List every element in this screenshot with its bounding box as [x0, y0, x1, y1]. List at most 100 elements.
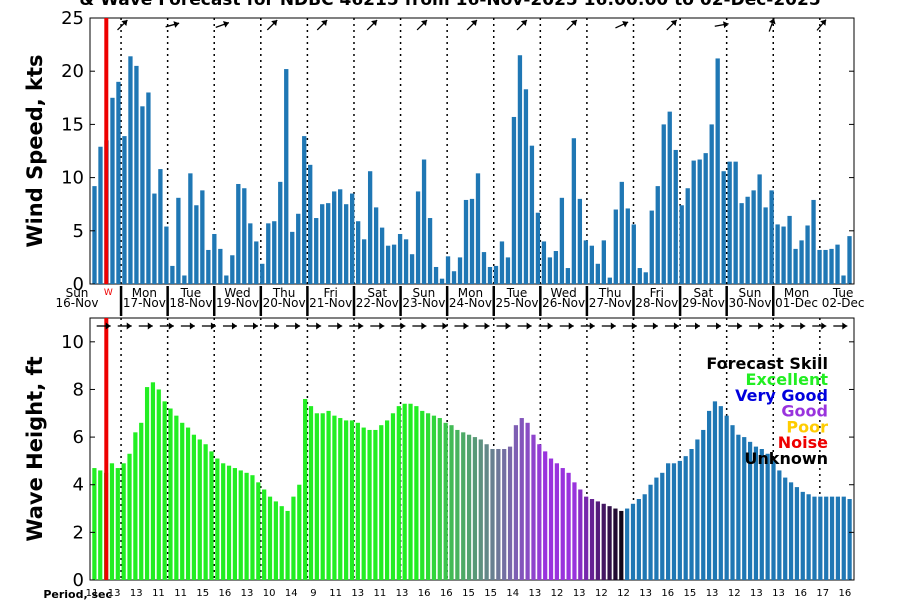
wave-direction-arrow [286, 322, 301, 330]
wave-arrow-head [779, 322, 785, 330]
wind-bar [152, 193, 157, 284]
wind-bar [751, 190, 756, 284]
wind-bar [116, 81, 121, 284]
wave-bar [238, 470, 243, 580]
day-date-label: 30-Nov [728, 296, 771, 310]
wind-ytick-label: 15 [61, 114, 84, 135]
legend-item-poor: Poor [786, 417, 828, 436]
wave-bar [121, 463, 126, 580]
wind-arrow-head [520, 20, 527, 27]
wind-bar [254, 241, 259, 284]
wave-bar [361, 427, 366, 580]
wave-bar [308, 406, 314, 580]
wind-arrow-head [820, 19, 827, 26]
wave-bar [244, 472, 249, 580]
wave-bar [478, 439, 483, 580]
legend-item-unknown: Unknown [744, 449, 828, 468]
wave-arrow-head [821, 322, 827, 330]
wave-direction-arrow [749, 322, 764, 330]
wind-bar [475, 173, 481, 284]
day-dow-label: Mon [784, 286, 809, 300]
period-tick-label: 12 [728, 588, 741, 599]
wave-bar [174, 415, 179, 580]
wind-bar [134, 65, 139, 284]
wave-bar [402, 403, 407, 580]
wave-bar [115, 468, 120, 580]
wave-bar [730, 425, 735, 580]
day-dow-label: Mon [132, 286, 157, 300]
wind-arrow-head [421, 20, 428, 27]
wind-ytick-label: 5 [73, 221, 84, 242]
wave-bar [525, 422, 530, 580]
wave-ytick-label: 0 [73, 570, 84, 591]
wind-arrow-head [622, 20, 629, 28]
wave-bar [449, 425, 454, 580]
wave-bar [619, 510, 624, 580]
wave-direction-arrow [391, 322, 406, 330]
wave-bar [443, 422, 448, 580]
wave-bar [689, 449, 694, 580]
period-tick-label: 11 [329, 588, 342, 599]
wind-bar [499, 241, 505, 284]
day-date-label: 22-Nov [356, 296, 399, 310]
wave-bar [788, 482, 794, 580]
wave-bar [759, 449, 764, 580]
wind-bar [721, 171, 726, 284]
wind-bar [697, 159, 702, 284]
wave-bar [554, 463, 559, 580]
wave-bar [273, 501, 278, 580]
wave-bar [753, 446, 759, 580]
wave-bar [560, 468, 565, 580]
wind-bar [553, 251, 559, 284]
period-tick-label: 17 [816, 588, 829, 599]
wind-direction-arrow [466, 19, 478, 31]
wave-bar [332, 415, 337, 580]
wave-direction-arrow [707, 322, 722, 330]
wind-bar [811, 199, 816, 284]
wave-bar [185, 427, 191, 580]
wind-bar [182, 275, 187, 284]
chart-title: & Wave Forecast for NDBC 46215 from 16-N… [79, 0, 820, 10]
wave-bar [180, 422, 185, 580]
wave-bar [226, 465, 232, 580]
wave-direction-arrow [96, 322, 111, 330]
wind-arrow-head [570, 20, 577, 27]
wind-bar [463, 199, 469, 284]
wave-direction-arrow [180, 322, 195, 330]
legend-item-good: Good [781, 402, 828, 421]
wave-bar [408, 403, 413, 580]
wave-arrow-head [358, 322, 364, 330]
wind-bar [793, 248, 798, 284]
wave-bar [150, 382, 156, 580]
period-tick-label: 9 [310, 588, 316, 599]
wind-bar [787, 215, 792, 284]
wind-bar [433, 266, 439, 284]
wind-bar [613, 209, 618, 284]
wave-bar [168, 408, 173, 580]
period-tick-label: 15 [462, 588, 475, 599]
wave-bar [666, 463, 671, 580]
day-date-label: 24-Nov [449, 296, 492, 310]
day-date-label: 16-Nov [55, 296, 98, 310]
wind-bar [655, 186, 660, 284]
wave-bar [502, 449, 507, 580]
wind-bar [583, 240, 589, 284]
wind-bar [344, 204, 349, 284]
wave-bar [496, 449, 501, 580]
wave-bar [466, 434, 472, 580]
wind-bar [200, 190, 205, 284]
wave-bar [578, 489, 583, 580]
wave-bar [513, 425, 519, 580]
wave-ytick-label: 6 [73, 427, 84, 448]
wind-bar [206, 249, 211, 284]
wind-bar [128, 56, 133, 284]
wave-arrow-head [842, 322, 848, 330]
wave-bar [461, 432, 466, 580]
wind-bar [236, 183, 241, 284]
wind-bar [775, 224, 780, 284]
day-date-label: 23-Nov [402, 296, 445, 310]
wind-bar [703, 153, 708, 284]
wave-arrow-head [295, 322, 301, 330]
